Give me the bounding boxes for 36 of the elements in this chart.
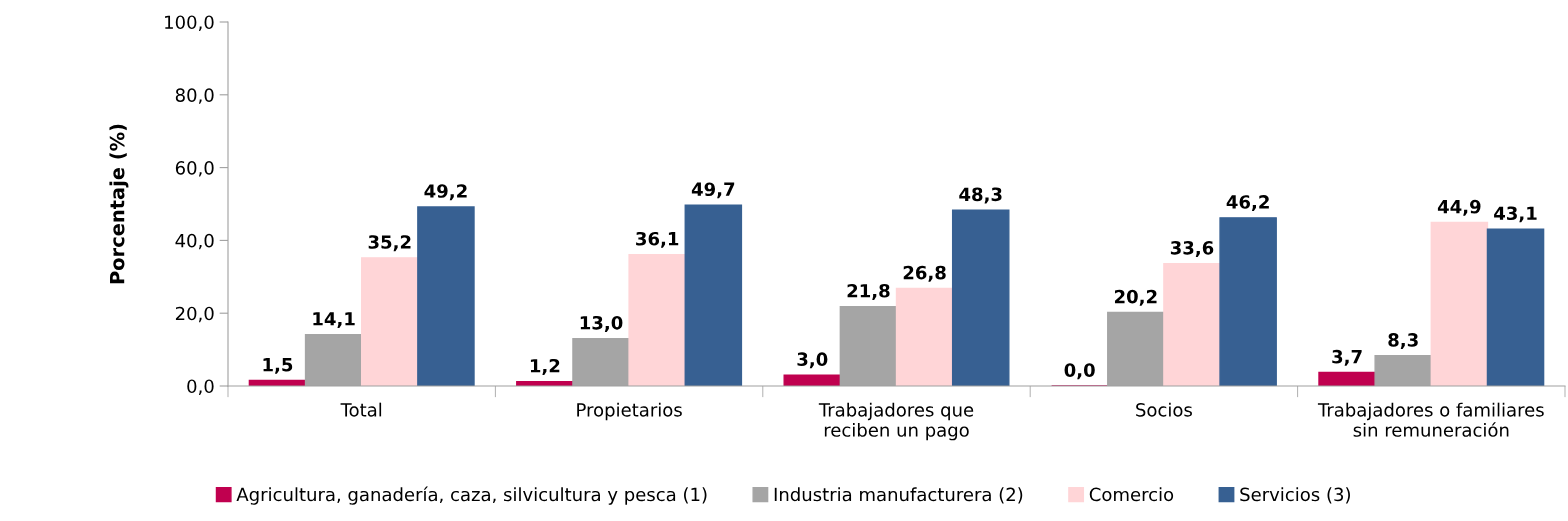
- data-label: 21,8: [847, 283, 890, 300]
- data-label: 46,2: [1226, 195, 1269, 212]
- y-tick-label: 80,0: [175, 88, 214, 104]
- y-tick-label: 40,0: [175, 233, 214, 250]
- legend-label: Comercio: [1089, 487, 1174, 502]
- x-tick-label: Trabajadores que reciben un pago: [818, 402, 974, 441]
- data-label: 3,0: [797, 352, 828, 369]
- x-tick-label: Socios: [1136, 402, 1192, 417]
- data-label: 1,2: [530, 358, 560, 375]
- data-label: 44,9: [1437, 199, 1481, 216]
- y-tick-label: 20,0: [175, 306, 214, 323]
- data-label: 13,0: [580, 315, 623, 332]
- data-label: 33,6: [1170, 240, 1214, 257]
- data-label: 48,3: [959, 187, 1002, 204]
- data-label: 3,7: [1332, 349, 1362, 366]
- data-label: 0,0: [1064, 363, 1095, 380]
- data-label: 20,2: [1114, 289, 1157, 306]
- x-tick-label: Trabajadores o familiares sin remuneración: [1317, 402, 1544, 437]
- data-label: 49,2: [424, 184, 467, 201]
- y-axis-title: Porcentaje (%): [109, 124, 129, 284]
- data-label: 8,3: [1388, 333, 1418, 350]
- x-tick-label: Propietarios: [577, 402, 682, 421]
- data-label: 36,1: [636, 231, 679, 248]
- x-tick-label: Total: [340, 402, 382, 417]
- legend-label: Servicios (3): [1240, 487, 1350, 504]
- y-tick-label: 60,0: [175, 161, 214, 177]
- data-label: 49,7: [691, 182, 735, 199]
- legend-label: Industria manufacturera (2): [774, 487, 1023, 504]
- data-label: 35,2: [368, 235, 411, 252]
- data-label: 14,1: [313, 312, 355, 328]
- data-label: 43,1: [1494, 206, 1537, 223]
- data-label: 26,8: [903, 265, 946, 282]
- legend-label: Agricultura, ganadería, caza, silvicultura y pesca (1): [236, 486, 707, 505]
- y-tick-label: 100,0: [165, 15, 214, 31]
- data-label: 1,5: [263, 358, 293, 374]
- y-tick-label: 0,0: [187, 379, 214, 395]
